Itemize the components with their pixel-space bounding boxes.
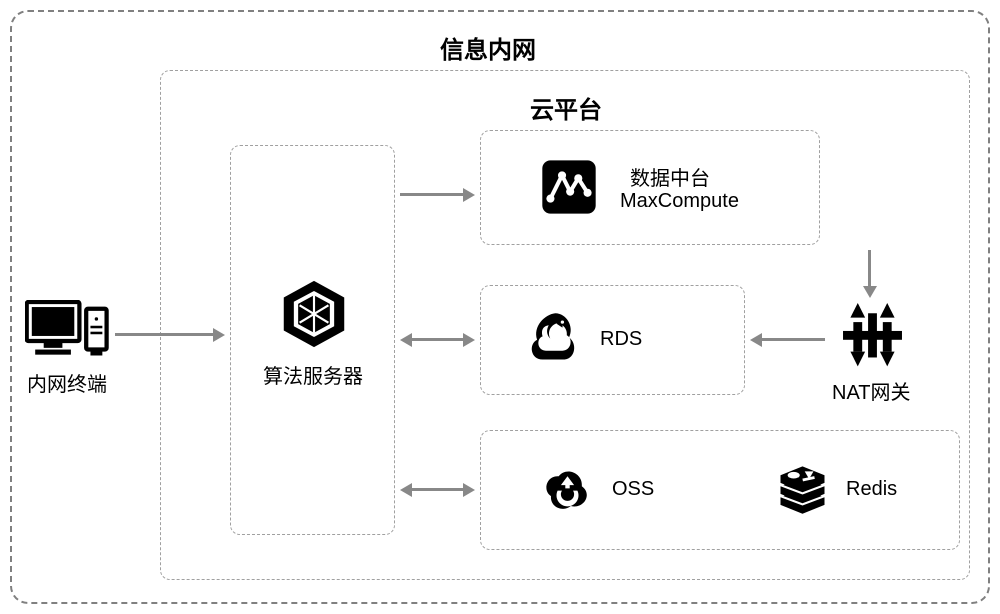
arrow-terminal-algo — [115, 333, 215, 336]
rds-icon — [525, 310, 580, 365]
arrow-maxcompute-nat — [868, 250, 871, 288]
arrow-nat-rds — [762, 338, 825, 341]
arrow-terminal-algo-head — [213, 328, 225, 342]
algo-server-icon — [278, 278, 350, 350]
arrow-algo-storage — [412, 488, 463, 491]
arrow-algo-storage-head-r — [463, 483, 475, 497]
terminal-label: 内网终端 — [27, 368, 107, 397]
arrow-algo-maxcompute — [400, 193, 465, 196]
redis-icon — [775, 462, 830, 517]
arrow-algo-maxcompute-head — [463, 188, 475, 202]
terminal-icon — [25, 300, 110, 360]
rds-label: RDS — [600, 328, 642, 351]
arrow-nat-rds-head — [750, 333, 762, 347]
oss-label: OSS — [612, 478, 654, 501]
arrow-algo-rds — [412, 338, 463, 341]
arrow-maxcompute-nat-head — [863, 286, 877, 298]
arrow-algo-rds-head-l — [400, 333, 412, 347]
nat-icon — [835, 300, 910, 370]
outer-title: 信息内网 — [440, 30, 536, 65]
arrow-algo-storage-head-l — [400, 483, 412, 497]
redis-label: Redis — [846, 478, 897, 501]
algo-label: 算法服务器 — [263, 360, 363, 389]
nat-label: NAT网关 — [832, 376, 911, 405]
arrow-algo-rds-head-r — [463, 333, 475, 347]
oss-icon — [540, 462, 595, 517]
maxcompute-label-2: MaxCompute — [620, 190, 739, 213]
maxcompute-label-1: 数据中台 — [630, 162, 710, 191]
cloud-title: 云平台 — [530, 90, 602, 125]
maxcompute-icon — [540, 158, 598, 216]
